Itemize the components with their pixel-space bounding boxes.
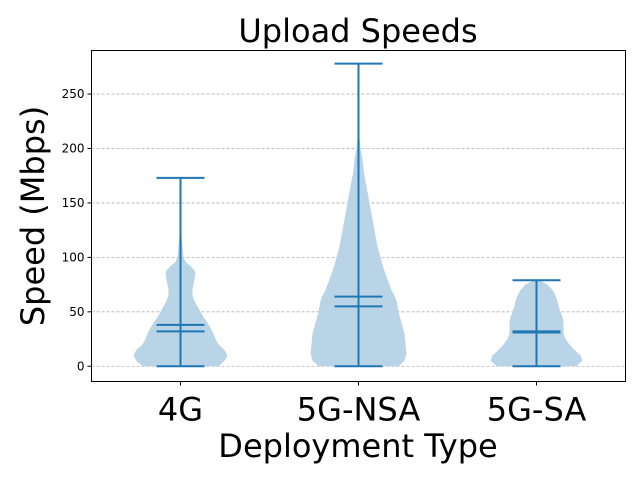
x-axis-ticks: 4G 5G-NSA 5G-SA xyxy=(158,381,587,429)
x-tick-label-5G-SA: 5G-SA xyxy=(487,391,587,429)
y-axis-label: Speed (Mbps) xyxy=(14,106,52,326)
y-tick-label-250: 250 xyxy=(62,87,85,101)
x-tick-label-5G-NSA: 5G-NSA xyxy=(297,391,421,429)
y-axis-ticks: 0 50 100 150 200 250 xyxy=(62,87,92,373)
y-tick-label-200: 200 xyxy=(62,141,85,155)
y-tick-label-50: 50 xyxy=(69,305,84,319)
violin-stat-lines xyxy=(156,62,561,368)
y-tick-label-100: 100 xyxy=(62,250,85,264)
chart-title: Upload Speeds xyxy=(238,12,477,50)
y-tick-label-0: 0 xyxy=(77,359,85,373)
y-tick-label-150: 150 xyxy=(62,196,85,210)
x-tick-label-4G: 4G xyxy=(158,391,203,429)
x-axis-label: Deployment Type xyxy=(218,427,497,465)
